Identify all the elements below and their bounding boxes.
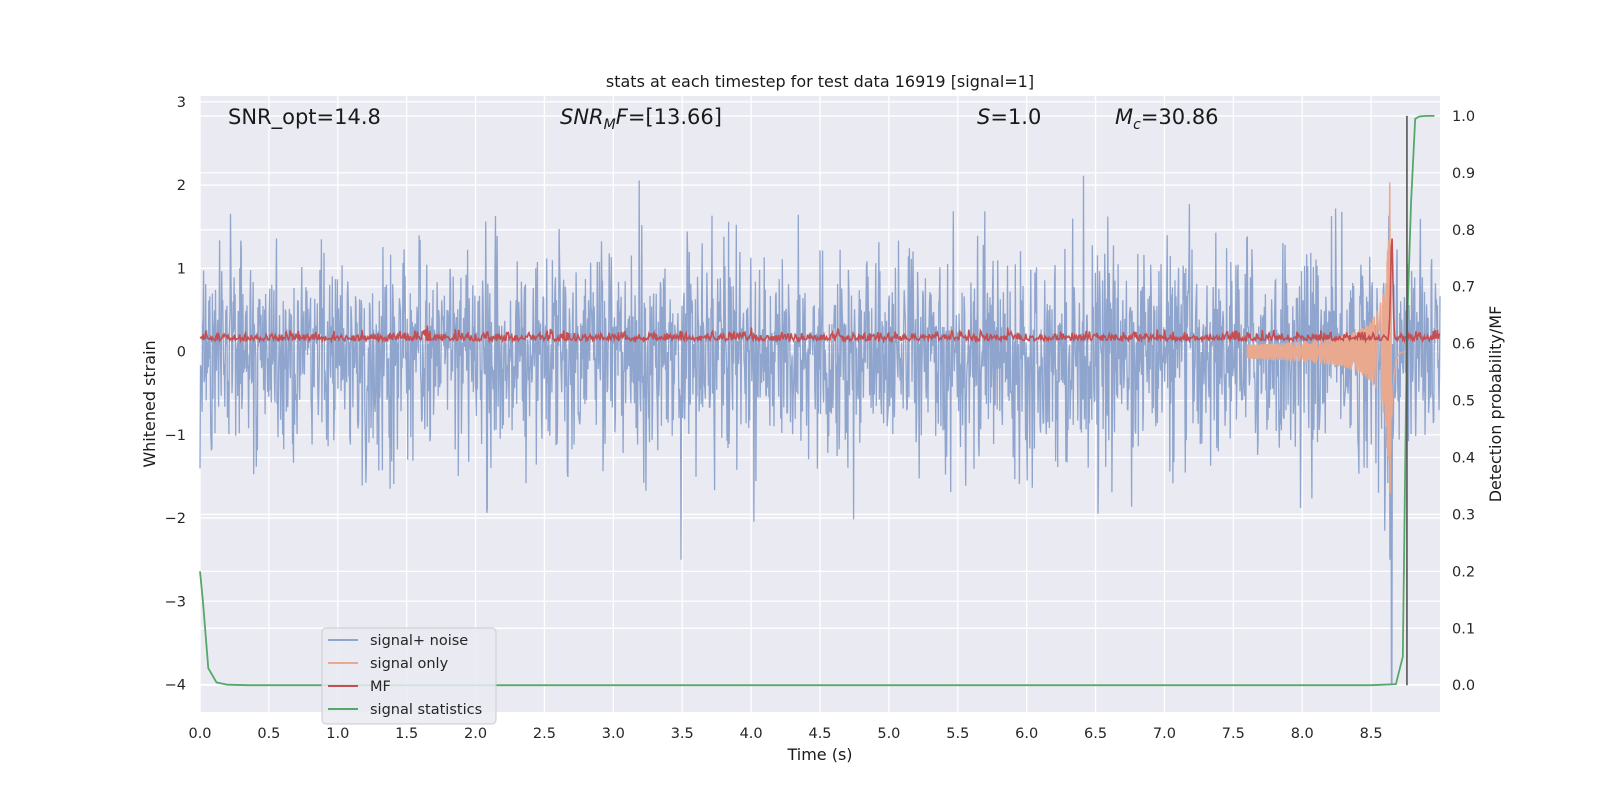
x-tick-label: 6.5	[1084, 726, 1107, 742]
y-tick-label-right: 0.0	[1452, 678, 1475, 694]
y-tick-label-left: 1	[177, 261, 186, 277]
x-tick-label: 4.0	[740, 726, 763, 742]
x-tick-label: 1.5	[395, 726, 418, 742]
y-axis-label-right: Detection probability/MF	[1486, 306, 1505, 503]
annotation-mc: Mc=30.86	[1115, 105, 1219, 133]
signal-noise-line	[199, 175, 1441, 686]
annotation-mc-symbol: M	[1115, 105, 1133, 129]
series-mf	[199, 238, 1441, 344]
legend-box	[321, 627, 497, 725]
annotation-s-symbol: S	[977, 105, 990, 129]
y-tick-label-right: 0.1	[1452, 621, 1475, 637]
y-tick-label-left: −3	[165, 594, 186, 610]
x-tick-label: 1.0	[326, 726, 349, 742]
y-tick-label-left: −1	[165, 428, 186, 444]
y-tick-label-right: 0.2	[1452, 564, 1475, 580]
annotation-snr-mf-value: =[13.66]	[628, 105, 722, 129]
x-axis-label: Time (s)	[786, 745, 852, 764]
y-tick-label-right: 0.5	[1452, 394, 1475, 410]
x-tick-label: 5.0	[877, 726, 900, 742]
annotation-snr-opt: SNR_opt=14.8	[228, 105, 381, 130]
y-tick-label-right: 0.4	[1452, 451, 1475, 467]
x-tick-label: 6.0	[1015, 726, 1038, 742]
annotation-snr-mf-symbol: SNR	[560, 105, 604, 129]
legend-label-mf: MF	[370, 679, 391, 695]
x-tick-label: 4.5	[808, 726, 831, 742]
legend: signal+ noise signal only MF signal stat…	[321, 627, 497, 725]
y-tick-label-right: 0.7	[1452, 280, 1475, 296]
series-signal-statistics	[199, 115, 1435, 687]
x-tick-label: 8.0	[1291, 726, 1314, 742]
x-tick-label: 0.5	[257, 726, 280, 742]
y-tick-label-left: 2	[177, 178, 186, 194]
tick-labels: 0.0 0.5 1.0 1.5 2.0 2.5 3.0 3.5 4.0 4.5 5.0 5.5 6.0 6…	[165, 95, 1475, 742]
x-tick-label: 3.0	[602, 726, 625, 742]
x-tick-label: 7.5	[1222, 726, 1245, 742]
legend-label-signal-statistics: signal statistics	[370, 702, 482, 718]
x-tick-label: 5.5	[946, 726, 969, 742]
y-tick-label-right: 1.0	[1452, 109, 1475, 125]
mf-line	[199, 238, 1441, 344]
x-tick-label: 2.0	[464, 726, 487, 742]
signal-statistics-line	[199, 115, 1435, 687]
series-signal-noise	[199, 175, 1441, 686]
legend-label-signal-noise: signal+ noise	[370, 633, 468, 649]
signal-only-line	[1246, 182, 1406, 494]
series-signal-only	[1246, 182, 1406, 494]
annotation-s-value: =1.0	[990, 105, 1041, 129]
y-tick-label-right: 0.6	[1452, 337, 1475, 353]
x-tick-label: 3.5	[671, 726, 694, 742]
y-tick-label-right: 0.3	[1452, 507, 1475, 523]
annotation-snr-mf: SNRMF=[13.66]	[560, 105, 722, 133]
y-tick-label-left: 3	[177, 95, 186, 111]
x-tick-label: 2.5	[533, 726, 556, 742]
y-axis-label-left: Whitened strain	[140, 340, 159, 467]
annotation-snr-mf-f: F	[616, 105, 629, 129]
x-tick-label: 0.0	[188, 726, 211, 742]
y-tick-label-left: −2	[165, 511, 186, 527]
annotation-s: S=1.0	[977, 105, 1041, 129]
y-tick-label-right: 0.8	[1452, 223, 1475, 239]
x-tick-label: 8.5	[1360, 726, 1383, 742]
x-tick-label: 7.0	[1153, 726, 1176, 742]
y-tick-label-left: 0	[177, 345, 186, 361]
y-tick-label-right: 0.9	[1452, 166, 1475, 182]
legend-label-signal-only: signal only	[370, 656, 449, 672]
y-tick-label-left: −4	[165, 678, 186, 694]
annotation-mc-subscript: c	[1133, 117, 1141, 133]
chart-title: stats at each timestep for test data 169…	[606, 72, 1034, 91]
annotation-snr-mf-subscript: M	[604, 117, 616, 133]
annotation-mc-value: =30.86	[1141, 105, 1219, 129]
